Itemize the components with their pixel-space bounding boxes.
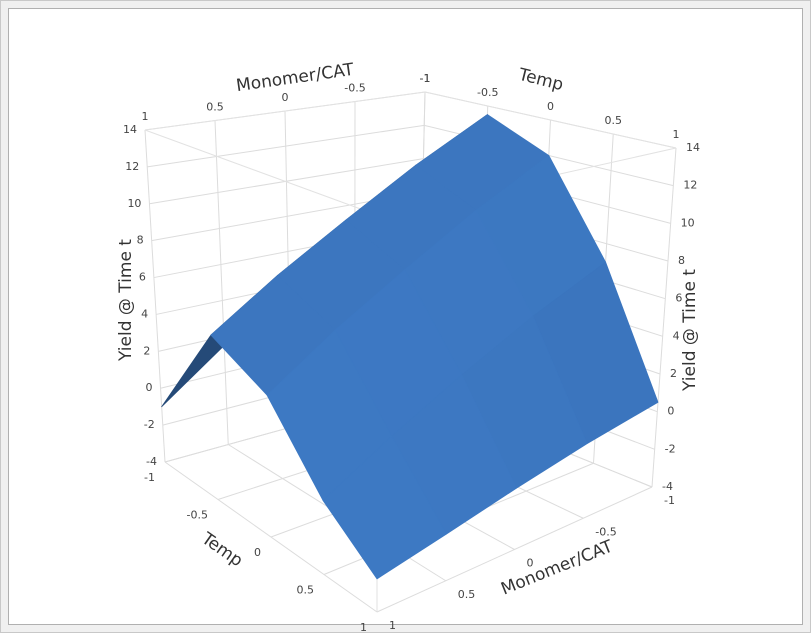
z-tick-label: -4 — [662, 480, 673, 493]
box-edge — [144, 91, 426, 131]
z-tick-label: -2 — [144, 418, 155, 431]
labels: -1-1-0.5-0.5000.50.511-1-1-0.5-0.5000.50… — [123, 72, 700, 633]
x-tick-label: 0 — [527, 557, 534, 570]
z-axis-title: Yield @ Time t — [116, 239, 136, 362]
z-tick-label: 4 — [673, 329, 680, 342]
y-tick-label: 0 — [547, 100, 554, 113]
grid-line — [651, 147, 677, 488]
y-tick-label: 0.5 — [605, 114, 623, 127]
grid-line — [376, 486, 653, 613]
x-tick-label: -1 — [420, 72, 431, 85]
z-tick-label: 2 — [670, 367, 677, 380]
x-tick-label: 1 — [389, 619, 396, 632]
grid-line — [147, 124, 425, 168]
z-tick-label: 2 — [143, 344, 150, 357]
y-tick-label: -0.5 — [187, 509, 208, 522]
y-tick-label: -0.5 — [477, 86, 498, 99]
box-edge — [424, 91, 677, 149]
y-tick-label: 1 — [360, 621, 367, 633]
z-tick-label: 8 — [678, 254, 685, 267]
z-tick-label: 14 — [123, 123, 137, 136]
z-tick-label: 0 — [667, 405, 674, 418]
z-tick-label: 6 — [139, 271, 146, 284]
z-tick-label: 4 — [141, 307, 148, 320]
z-tick-label: -2 — [665, 442, 676, 455]
x-tick-label: -1 — [664, 494, 675, 507]
x-tick-label: 0.5 — [458, 588, 476, 601]
surface-patch — [322, 435, 447, 580]
y-tick-label: -1 — [144, 471, 155, 484]
x-tick-label: -0.5 — [344, 82, 365, 95]
y-tick-label: 0 — [254, 546, 261, 559]
z-tick-label: 10 — [127, 197, 141, 210]
z-tick-label: -4 — [146, 455, 157, 468]
z-tick-label: 8 — [137, 234, 144, 247]
x-tick-label: 0.5 — [206, 101, 224, 114]
x-tick-label: 1 — [142, 110, 149, 123]
surface — [161, 114, 659, 580]
y-tick-label: -1 — [420, 72, 431, 85]
z-axis-title: Yield @ Time t — [680, 269, 700, 392]
z-tick-label: 14 — [686, 141, 700, 154]
z-tick-label: 10 — [681, 216, 695, 229]
x-tick-label: -0.5 — [595, 525, 616, 538]
box-edge — [144, 129, 378, 216]
z-tick-label: 6 — [675, 292, 682, 305]
grid-line — [149, 158, 424, 205]
z-tick-label: 12 — [125, 160, 139, 173]
z-tick-label: 0 — [146, 381, 153, 394]
grid-line — [214, 120, 229, 445]
z-tick-label: 12 — [683, 179, 697, 192]
x-tick-label: 0 — [282, 91, 289, 104]
y-tick-label: 1 — [673, 128, 680, 141]
y-tick-label: 0.5 — [297, 584, 315, 597]
